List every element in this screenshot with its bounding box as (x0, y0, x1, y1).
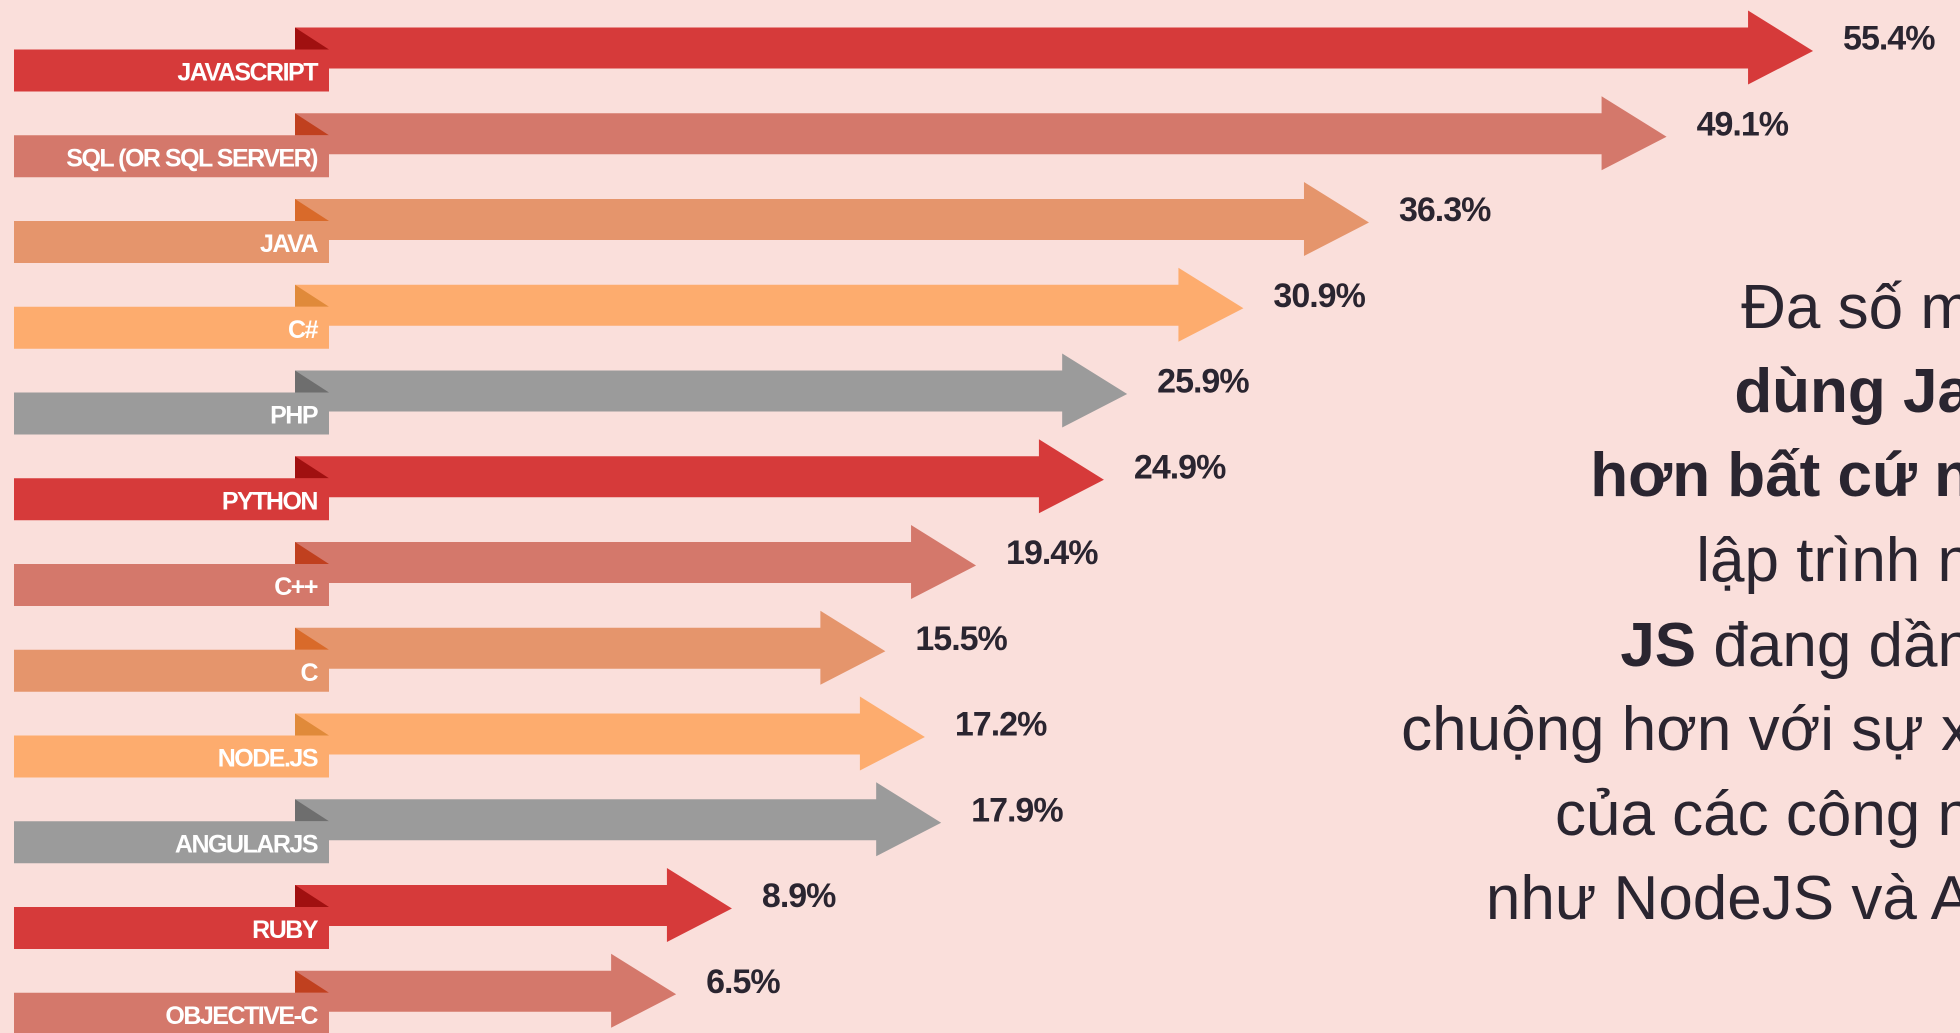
value-label: 17.2% (955, 706, 1047, 744)
arrow-bar (295, 525, 977, 599)
fold (295, 456, 329, 479)
annotation-text: như NodeJS và A (1486, 864, 1960, 933)
fold (295, 199, 329, 221)
annotation-text: JS (1620, 611, 1696, 680)
annotation-line: Đa số m (1741, 273, 1960, 342)
arrow-bar (295, 782, 942, 857)
label-box (14, 564, 329, 606)
arrow-bar (295, 868, 732, 942)
value-label: 49.1% (1697, 105, 1789, 143)
value-label: 15.5% (915, 620, 1007, 658)
category-label: PHP (270, 402, 318, 430)
category-label: RUBY (252, 916, 319, 944)
annotation-line: như NodeJS và A (1486, 864, 1960, 933)
value-label: 19.4% (1006, 534, 1098, 572)
label-box (14, 221, 329, 263)
value-label: 36.3% (1399, 191, 1491, 229)
value-label: 6.5% (706, 963, 780, 1001)
label-box (14, 649, 329, 692)
arrow-bar (295, 267, 1244, 342)
annotation-text: đang dần (1696, 611, 1960, 680)
category-label: SQL (OR SQL SERVER) (66, 144, 318, 172)
annotation-line: JS đang dần (1620, 611, 1960, 680)
annotation-text: dùng Ja (1734, 357, 1960, 426)
annotation-line: dùng Ja (1734, 357, 1960, 426)
fold (295, 27, 329, 50)
category-label: JAVASCRIPT (177, 59, 318, 87)
category-label: NODE.JS (218, 745, 318, 773)
annotation-line: chuộng hơn với sự x (1401, 695, 1960, 764)
category-label: JAVA (260, 230, 318, 258)
label-box (14, 392, 329, 435)
arrow-bar (295, 353, 1128, 428)
annotation-line: của các công n (1555, 780, 1960, 849)
value-label: 55.4% (1843, 20, 1935, 58)
value-label: 24.9% (1134, 448, 1226, 486)
category-label: PYTHON (222, 487, 318, 515)
annotation-text: của các công n (1555, 780, 1960, 849)
annotation-text: hơn bất cứ n (1590, 441, 1960, 510)
value-label: 30.9% (1273, 277, 1365, 315)
annotation-line: hơn bất cứ n (1590, 441, 1960, 510)
category-label: C (300, 659, 318, 687)
fold (295, 627, 329, 650)
label-box (14, 735, 329, 778)
arrow-bar (295, 96, 1667, 171)
arrow-bar (295, 182, 1369, 256)
label-box (14, 306, 329, 349)
label-box (14, 821, 329, 864)
label-box (14, 478, 329, 521)
annotation-line: lập trình n (1696, 526, 1960, 595)
value-label: 17.9% (971, 791, 1063, 829)
fold (295, 970, 329, 993)
annotation-text: lập trình n (1696, 526, 1960, 595)
arrow-bar (295, 10, 1814, 85)
fold (295, 885, 329, 907)
label-box (14, 135, 329, 178)
arrow-bar (295, 953, 677, 1028)
arrow-bar (295, 610, 886, 685)
category-label: C++ (274, 573, 318, 601)
fold (295, 542, 329, 564)
annotation-text: chuộng hơn với sự x (1401, 695, 1960, 764)
category-label: C# (288, 316, 319, 344)
value-label: 25.9% (1157, 363, 1249, 401)
fold (295, 370, 329, 393)
fold (295, 284, 329, 307)
label-box (14, 49, 329, 92)
fold (295, 113, 329, 136)
label-box (14, 992, 329, 1033)
fold (295, 799, 329, 822)
category-label: OBJECTIVE-C (165, 1002, 318, 1030)
annotation-text: Đa số m (1741, 273, 1960, 342)
value-label: 8.9% (762, 877, 836, 915)
category-label: ANGULARJS (175, 830, 318, 858)
label-box (14, 907, 329, 949)
arrow-bar (295, 439, 1104, 514)
arrow-bar (295, 696, 925, 771)
fold (295, 713, 329, 736)
